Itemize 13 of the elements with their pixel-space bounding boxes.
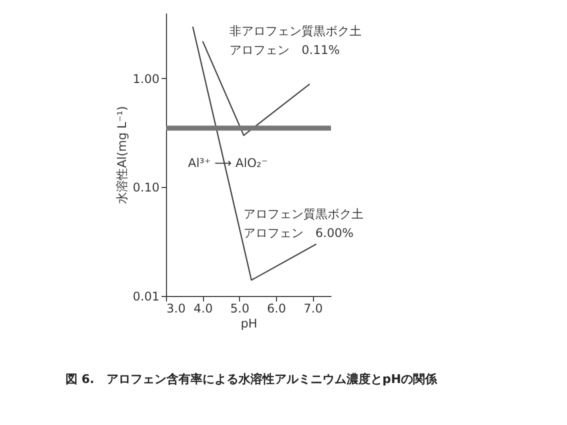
y-axis-title: 水溶性Al(mg L⁻¹) bbox=[114, 106, 129, 204]
text: 図 6. アロフェン含有率による水溶性アルミニウム濃度とpHの関係 bbox=[65, 372, 438, 386]
y-tick-label: 0.01 bbox=[132, 290, 160, 304]
x-tick-label: 5.0 bbox=[230, 302, 250, 316]
x-tick-label: 6.0 bbox=[266, 302, 286, 316]
x-tick-label: 3.0 bbox=[166, 302, 186, 316]
x-tick-label: 4.0 bbox=[194, 302, 213, 316]
series-label: 非アロフェン質黒ボク土アロフェン 0.11% bbox=[230, 23, 363, 60]
series-label: アロフェン質黒ボク土アロフェン 6.00% bbox=[243, 206, 364, 242]
y-tick-label: 0.10 bbox=[132, 180, 160, 195]
x-axis-title: pH bbox=[240, 316, 258, 330]
x-tick-label: 7.0 bbox=[304, 302, 323, 316]
y-tick-label: 1.00 bbox=[132, 72, 160, 86]
